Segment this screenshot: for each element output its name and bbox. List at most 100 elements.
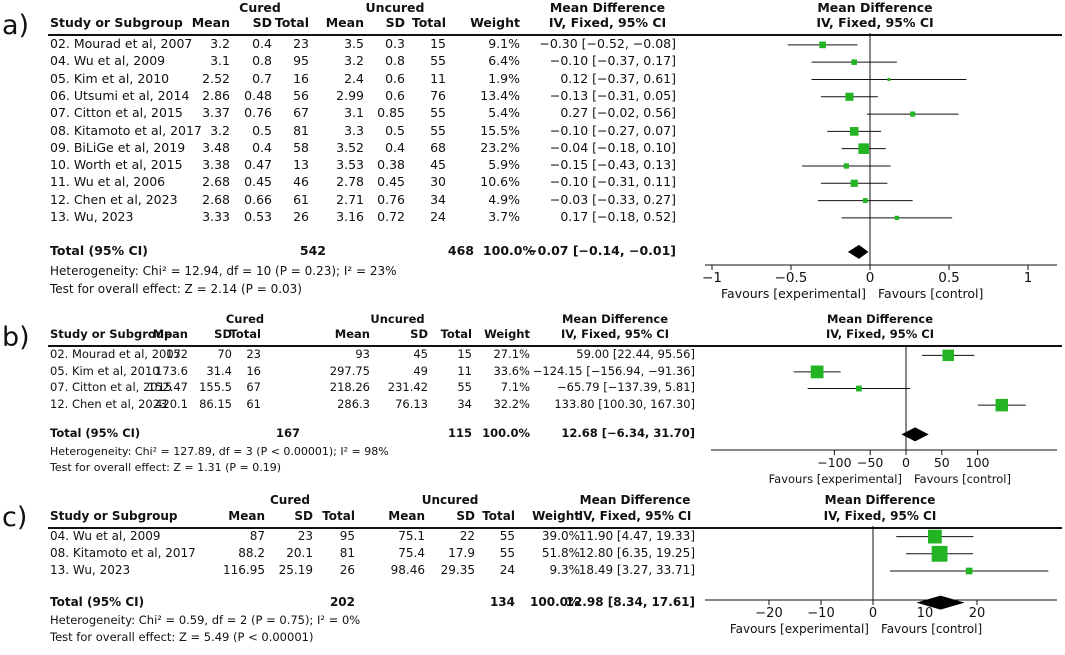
uncured-mean: 2.99 [336,87,364,103]
cured-mean: 88.2 [238,546,265,561]
mean-difference-ci: −0.15 [−0.43, 0.13] [549,157,676,173]
cured-mean: 420.1 [155,396,188,411]
mean-difference-ci: −65.79 [−137.39, 5.81] [557,380,695,395]
cured-total: 81 [293,122,309,138]
total-weight: 100.0% [482,243,535,258]
col-header-total-cured: Total [274,15,309,30]
cured-mean: 2.68 [202,191,230,207]
col-header-mean-uncured: Mean [325,15,364,30]
uncured-sd: 0.85 [377,105,405,121]
cured-sd: 0.7 [252,70,272,86]
col-header-total-cured: Total [322,509,355,523]
study-name: 08. Kitamoto et al, 2017 [50,546,196,561]
header-rule [48,345,1062,347]
uncured-mean: 75.1 [398,529,425,543]
cured-sd: 70 [217,347,232,361]
mean-difference-ci: 0.27 [−0.02, 0.56] [560,105,676,121]
cured-total: 67 [246,380,261,395]
mean-difference-ci: −0.13 [−0.31, 0.05] [549,87,676,103]
col-header-mean-uncured: Mean [388,509,425,523]
uncured-sd: 0.45 [377,174,405,190]
total-cured: 202 [329,595,355,609]
group-header-cured: Cured [225,312,265,326]
cured-total: 23 [293,36,309,51]
mean-difference-ci: 133.80 [100.30, 167.30] [554,396,695,411]
study-point [928,529,942,544]
cured-mean: 3.33 [202,209,230,224]
cured-mean: 152.47 [147,380,188,395]
favours-experimental-label: Favours [experimental] [730,622,869,636]
cured-mean: 116.95 [223,563,265,578]
study-name: 11. Wu et al, 2006 [50,174,166,190]
weight-value: 27.1% [493,347,530,361]
uncured-sd: 29.35 [440,563,475,578]
col-header-sd-cured: SD [252,15,272,30]
mean-difference-ci: −0.03 [−0.33, 0.27] [549,191,676,207]
group-header-uncured: Uncured [370,312,425,326]
mean-difference-ci: 18.49 [3.27, 33.71] [578,563,695,578]
cured-mean: 87 [249,529,265,543]
cured-sd: 0.5 [252,122,272,138]
overall-effect-text: Test for overall effect: Z = 5.49 (P < 0… [50,630,314,644]
total-uncured: 468 [447,243,474,258]
col-header-mean-cured: Mean [152,327,188,341]
mean-difference-ci: 0.17 [−0.18, 0.52] [560,209,676,224]
cured-sd: 25.19 [278,563,313,578]
weight-value: 51.8% [541,546,580,561]
weight-value: 15.5% [480,122,520,138]
total-weight: 100.0% [482,426,530,440]
weight-value: 33.6% [493,363,530,378]
col-header-study: Study or Subgroup [50,509,178,523]
cured-sd: 0.4 [252,139,272,155]
weight-value: 32.2% [493,396,530,411]
total-uncured: 134 [489,595,515,609]
uncured-sd: 0.6 [385,70,405,86]
mean-difference-ci: −0.04 [−0.18, 0.10] [549,139,676,155]
uncured-total: 24 [430,209,446,224]
uncured-sd: 0.5 [385,122,405,138]
weight-value: 5.4% [488,105,520,121]
plot-header-line1: Mean Difference [817,0,933,15]
uncured-sd: 0.72 [377,209,405,224]
cured-mean: 3.1 [210,53,230,69]
pooled-diamond [916,595,965,610]
cured-total: 58 [293,139,309,155]
uncured-sd: 17.9 [448,546,475,561]
weight-value: 39.0% [541,529,580,543]
uncured-sd: 0.76 [377,191,405,207]
study-point [931,545,948,562]
uncured-mean: 2.78 [336,174,364,190]
col-header-mean-cured: Mean [191,15,230,30]
cured-total: 81 [339,546,355,561]
total-ci: 12.98 [8.34, 17.61] [565,595,695,609]
panel-label: b) [2,322,30,353]
md-header-line1: Mean Difference [561,312,669,326]
study-name: 08. Kitamoto et al, 2017 [50,122,202,138]
cured-sd: 23 [297,529,313,543]
overall-effect-text: Test for overall effect: Z = 1.31 (P = 0… [50,461,281,474]
total-uncured: 115 [447,426,472,440]
cured-mean: 2.86 [202,87,230,103]
cured-total: 56 [293,87,309,103]
col-header-weight: Weight [484,327,530,341]
plot-header-line1: Mean Difference [826,312,934,326]
study-name: 05. Kim et al, 2010 [50,70,170,86]
overall-effect-text: Test for overall effect: Z = 2.14 (P = 0… [50,282,302,296]
study-name: 05. Kim et al, 2010 [50,363,160,378]
md-header-line1: Mean Difference [579,493,691,507]
uncured-sd: 22 [459,529,475,543]
md-header-line2: IV, Fixed, 95% CI [561,327,669,341]
cured-sd: 0.53 [244,209,272,224]
panel-label: a) [2,10,30,41]
uncured-total: 55 [430,105,446,121]
mean-difference-ci: −0.10 [−0.27, 0.07] [549,122,676,138]
cured-mean: 2.68 [202,174,230,190]
cured-total: 16 [246,363,261,378]
uncured-total: 30 [430,174,446,190]
study-name: 10. Worth et al, 2015 [50,157,183,173]
header-rule [48,34,1062,36]
uncured-mean: 93 [355,347,370,361]
col-header-study: Study or Subgroup [50,15,183,30]
mean-difference-ci: 11.90 [4.47, 19.33] [578,529,695,543]
study-name: 06. Utsumi et al, 2014 [50,87,190,103]
